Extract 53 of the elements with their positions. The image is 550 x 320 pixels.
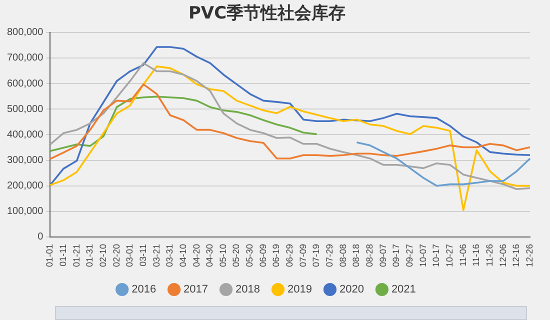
x-tick-label: 11-26 (484, 244, 494, 266)
x-tick-label: 09-07 (378, 244, 388, 268)
y-tick-label: 500,000 (6, 104, 44, 115)
legend-label: 2019 (288, 284, 312, 296)
x-tick-label: 11-16 (471, 244, 482, 266)
x-tick-label: 01-21 (71, 244, 82, 268)
x-tick-label: 04-30 (204, 244, 215, 268)
x-tick-label: 03-21 (151, 244, 162, 268)
y-tick-label: 700,000 (6, 52, 44, 64)
x-tick-label: 10-27 (444, 244, 455, 268)
x-tick-label: 09-17 (391, 244, 402, 268)
x-tick-label: 06-19 (271, 244, 282, 268)
legend-label: 2016 (132, 284, 156, 296)
x-tick-label: 04-10 (178, 244, 188, 268)
x-tick-label: 12-26 (524, 244, 534, 268)
y-tick-label: 100,000 (6, 206, 44, 218)
x-tick-label: 01-11 (58, 244, 68, 266)
x-tick-label: 04-20 (191, 244, 202, 268)
x-tick-label: 12-06 (498, 244, 508, 268)
x-tick-label: 08-18 (351, 244, 362, 268)
legend-label: 2017 (184, 284, 208, 296)
x-tick-label: 07-09 (298, 244, 308, 268)
x-tick-label: 03-01 (124, 244, 135, 268)
x-tick-label: 06-09 (258, 244, 268, 268)
x-tick-label: 10-17 (431, 244, 442, 268)
x-tick-label: 11-06 (458, 244, 468, 266)
y-tick-label: 200,000 (6, 180, 44, 192)
x-tick-label: 05-20 (231, 244, 242, 268)
x-tick-label: 12-16 (511, 244, 522, 268)
y-tick-label: 600,000 (6, 78, 44, 90)
x-tick-label: 07-29 (324, 244, 335, 268)
y-tick-label: 300,000 (6, 155, 44, 166)
x-tick-label: 03-31 (164, 244, 175, 268)
x-tick-label: 02-20 (111, 244, 122, 268)
y-tick-label: 400,000 (6, 129, 44, 140)
y-tick-label: 0 (38, 232, 44, 243)
x-tick-label: 05-30 (244, 244, 255, 268)
chart-title: PVC季节性社会库存 (188, 4, 346, 24)
x-tick-label: 08-28 (364, 244, 375, 268)
x-tick-label: 09-27 (404, 244, 415, 268)
x-tick-label: 06-29 (284, 244, 295, 268)
x-tick-label: 07-19 (311, 244, 322, 268)
x-tick-label: 01-01 (44, 244, 55, 268)
x-tick-label: 10-07 (418, 244, 428, 268)
x-tick-label: 05-10 (218, 244, 228, 268)
legend-label: 2020 (339, 284, 364, 296)
x-tick-label: 08-08 (338, 244, 348, 268)
x-tick-label: 01-31 (84, 244, 95, 268)
legend-label: 2021 (391, 284, 416, 296)
x-tick-label: 03-11 (138, 244, 148, 266)
x-tick-label: 02-10 (98, 244, 108, 268)
y-tick-label: 800,000 (6, 27, 44, 38)
legend-label: 2018 (236, 284, 260, 296)
